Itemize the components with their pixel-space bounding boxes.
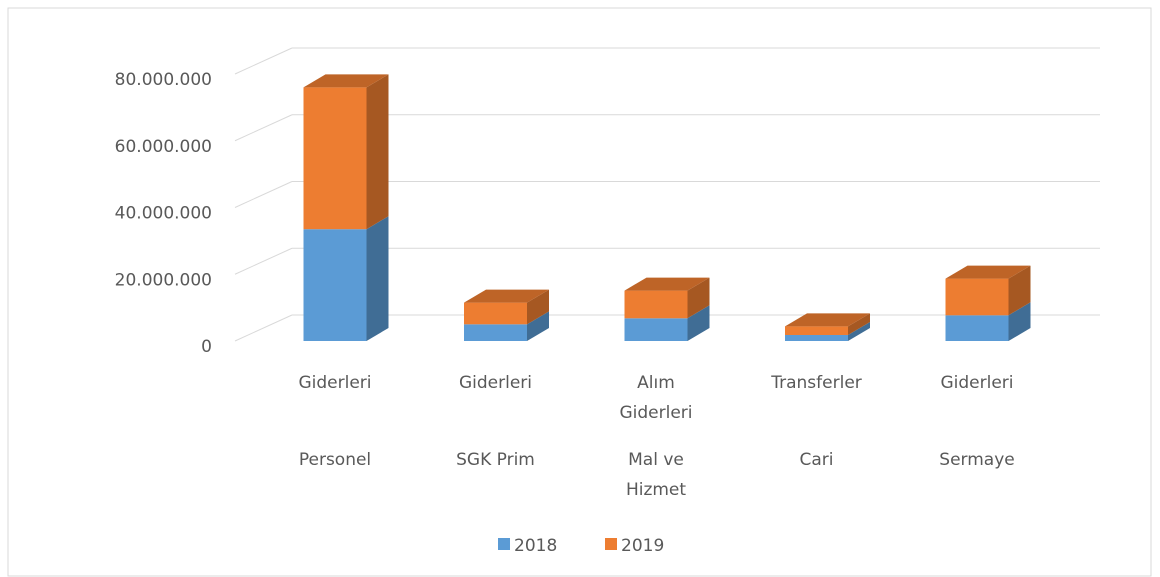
grid-line-side (234, 247, 293, 275)
legend-swatch (605, 538, 617, 550)
bar-side (366, 216, 389, 341)
grid-line-side (234, 114, 293, 142)
x-tick-label-group: Personel (298, 450, 372, 470)
bar (624, 318, 688, 341)
x-tick-label: Giderleri (940, 373, 1014, 393)
bar (624, 290, 688, 319)
x-tick-label-group: Sermaye (939, 450, 1015, 470)
grid-line-side (234, 181, 293, 208)
y-tick-label: 60.000.000 (115, 137, 212, 157)
legend-swatch (498, 538, 510, 550)
x-tick-label: Transferler (771, 373, 862, 393)
x-tick-label-group: Cari (799, 450, 834, 470)
bar-side (848, 313, 870, 335)
bar (303, 229, 367, 341)
bar (303, 87, 367, 230)
bar-side (527, 311, 549, 341)
x-tick-label: Giderleri (458, 373, 533, 393)
legend-label: 2018 (514, 536, 557, 556)
bar-side (687, 277, 710, 319)
bar (785, 326, 848, 335)
chart-border (7, 7, 1152, 577)
bar-top (945, 265, 1031, 279)
x-tick-label: Giderleri (298, 373, 372, 393)
y-tick-label: 20.000.000 (115, 270, 212, 290)
bar-side (527, 289, 549, 325)
bar-top (303, 74, 389, 88)
legend-label: 2019 (621, 536, 664, 556)
bar-top (624, 277, 710, 291)
bar (464, 324, 527, 341)
bar-top (464, 289, 549, 303)
grid-line-side (234, 47, 293, 75)
y-tick-label: 0 (201, 337, 212, 357)
bar (945, 278, 1009, 316)
bar-side (366, 74, 389, 230)
bar-side (1008, 302, 1031, 341)
y-tick-label: 40.000.000 (115, 204, 212, 224)
bar (464, 302, 527, 325)
x-tick-label-group: Mal ve Hizmet (625, 450, 687, 500)
bar-top (785, 313, 870, 327)
bar-side (848, 321, 870, 341)
y-tick-label: 80.000.000 (115, 70, 212, 90)
x-tick-label-group: SGK Prim (456, 450, 535, 470)
bar-side (1008, 265, 1031, 316)
grid-line-side (234, 314, 293, 342)
bar (945, 315, 1009, 341)
x-tick-label: Alım Giderleri (619, 373, 693, 423)
bar-side (687, 305, 710, 341)
bar (785, 334, 848, 341)
